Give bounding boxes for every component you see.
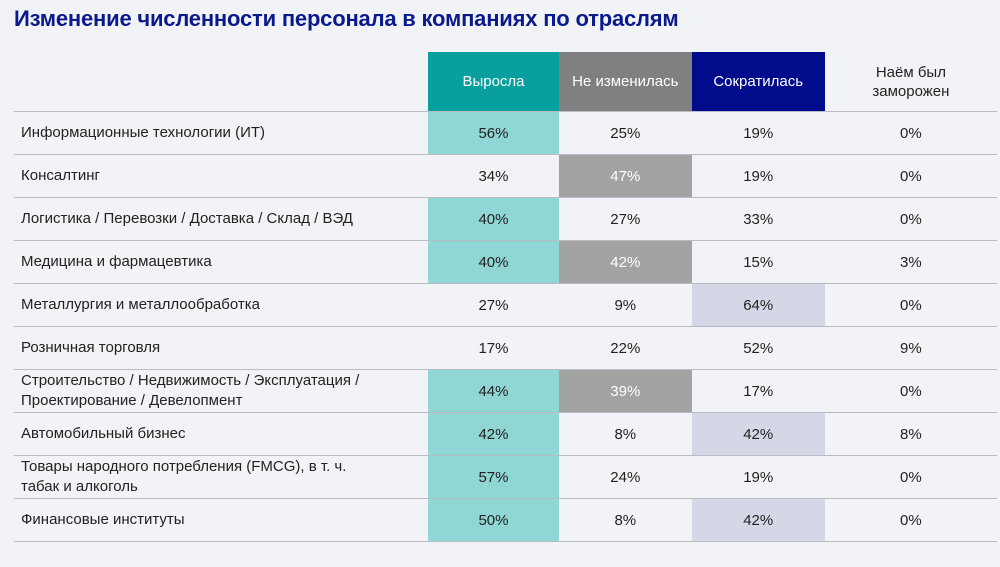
industry-table: Выросла Не изменилась Сократилась Наём б…	[14, 52, 997, 542]
table-row: Консалтинг 34% 47% 19% 0%	[14, 154, 997, 198]
table-row: Логистика / Перевозки / Доставка / Склад…	[14, 197, 997, 241]
cell-frozen: 0%	[824, 197, 997, 241]
cell-unchanged: 9%	[558, 283, 692, 327]
cell-grew: 40%	[428, 197, 559, 241]
table-row: Розничная торговля 17% 22% 52% 9%	[14, 326, 997, 370]
header-unchanged: Не изменилась	[558, 52, 692, 112]
cell-frozen: 9%	[824, 326, 997, 370]
cell-unchanged: 27%	[558, 197, 692, 241]
industry-label: Розничная торговля	[14, 326, 428, 370]
industry-label: Логистика / Перевозки / Доставка / Склад…	[14, 197, 428, 241]
cell-decreased: 52%	[691, 326, 825, 370]
header-decreased: Сократилась	[691, 52, 825, 112]
page-title: Изменение численности персонала в компан…	[14, 6, 679, 31]
cell-decreased: 15%	[691, 240, 825, 284]
cell-grew: 42%	[428, 412, 559, 456]
cell-frozen: 8%	[824, 412, 997, 456]
cell-frozen: 0%	[824, 498, 997, 542]
cell-decreased: 19%	[691, 111, 825, 155]
cell-grew: 56%	[428, 111, 559, 155]
cell-frozen: 3%	[824, 240, 997, 284]
industry-label: Товары народного потребления (FMCG), в т…	[14, 455, 428, 499]
header-grew: Выросла	[428, 52, 559, 112]
industry-label: Строительство / Недвижимость / Эксплуата…	[14, 369, 428, 413]
cell-unchanged: 47%	[558, 154, 692, 198]
cell-unchanged: 39%	[558, 369, 692, 413]
table-row: Медицина и фармацевтика 40% 42% 15% 3%	[14, 240, 997, 284]
cell-grew: 50%	[428, 498, 559, 542]
cell-decreased: 42%	[691, 412, 825, 456]
industry-label: Металлургия и металлообработка	[14, 283, 428, 327]
cell-unchanged: 42%	[558, 240, 692, 284]
table-row: Автомобильный бизнес 42% 8% 42% 8%	[14, 412, 997, 456]
industry-label: Финансовые институты	[14, 498, 428, 542]
cell-unchanged: 8%	[558, 498, 692, 542]
cell-frozen: 0%	[824, 111, 997, 155]
cell-decreased: 17%	[691, 369, 825, 413]
cell-unchanged: 25%	[558, 111, 692, 155]
industry-label: Информационные технологии (ИТ)	[14, 111, 428, 155]
cell-grew: 44%	[428, 369, 559, 413]
cell-grew: 57%	[428, 455, 559, 499]
industry-label: Медицина и фармацевтика	[14, 240, 428, 284]
table-row: Информационные технологии (ИТ) 56% 25% 19% 0…	[14, 111, 997, 155]
cell-grew: 40%	[428, 240, 559, 284]
cell-unchanged: 22%	[558, 326, 692, 370]
header-row: Выросла Не изменилась Сократилась Наём б…	[14, 52, 997, 112]
cell-grew: 27%	[428, 283, 559, 327]
cell-frozen: 0%	[824, 369, 997, 413]
cell-decreased: 64%	[691, 283, 825, 327]
cell-frozen: 0%	[824, 154, 997, 198]
cell-frozen: 0%	[824, 455, 997, 499]
cell-grew: 17%	[428, 326, 559, 370]
cell-decreased: 33%	[691, 197, 825, 241]
cell-unchanged: 8%	[558, 412, 692, 456]
header-frozen: Наём был заморожен	[824, 52, 997, 112]
industry-label: Консалтинг	[14, 154, 428, 198]
cell-decreased: 19%	[691, 455, 825, 499]
table-row: Товары народного потребления (FMCG), в т…	[14, 455, 997, 499]
cell-unchanged: 24%	[558, 455, 692, 499]
cell-decreased: 19%	[691, 154, 825, 198]
cell-frozen: 0%	[824, 283, 997, 327]
industry-label: Автомобильный бизнес	[14, 412, 428, 456]
table-row: Металлургия и металлообработка 27% 9% 64% 0%	[14, 283, 997, 327]
cell-grew: 34%	[428, 154, 559, 198]
cell-decreased: 42%	[691, 498, 825, 542]
header-empty	[14, 52, 428, 112]
table-row: Финансовые институты 50% 8% 42% 0%	[14, 498, 997, 542]
table-row: Строительство / Недвижимость / Эксплуата…	[14, 369, 997, 413]
